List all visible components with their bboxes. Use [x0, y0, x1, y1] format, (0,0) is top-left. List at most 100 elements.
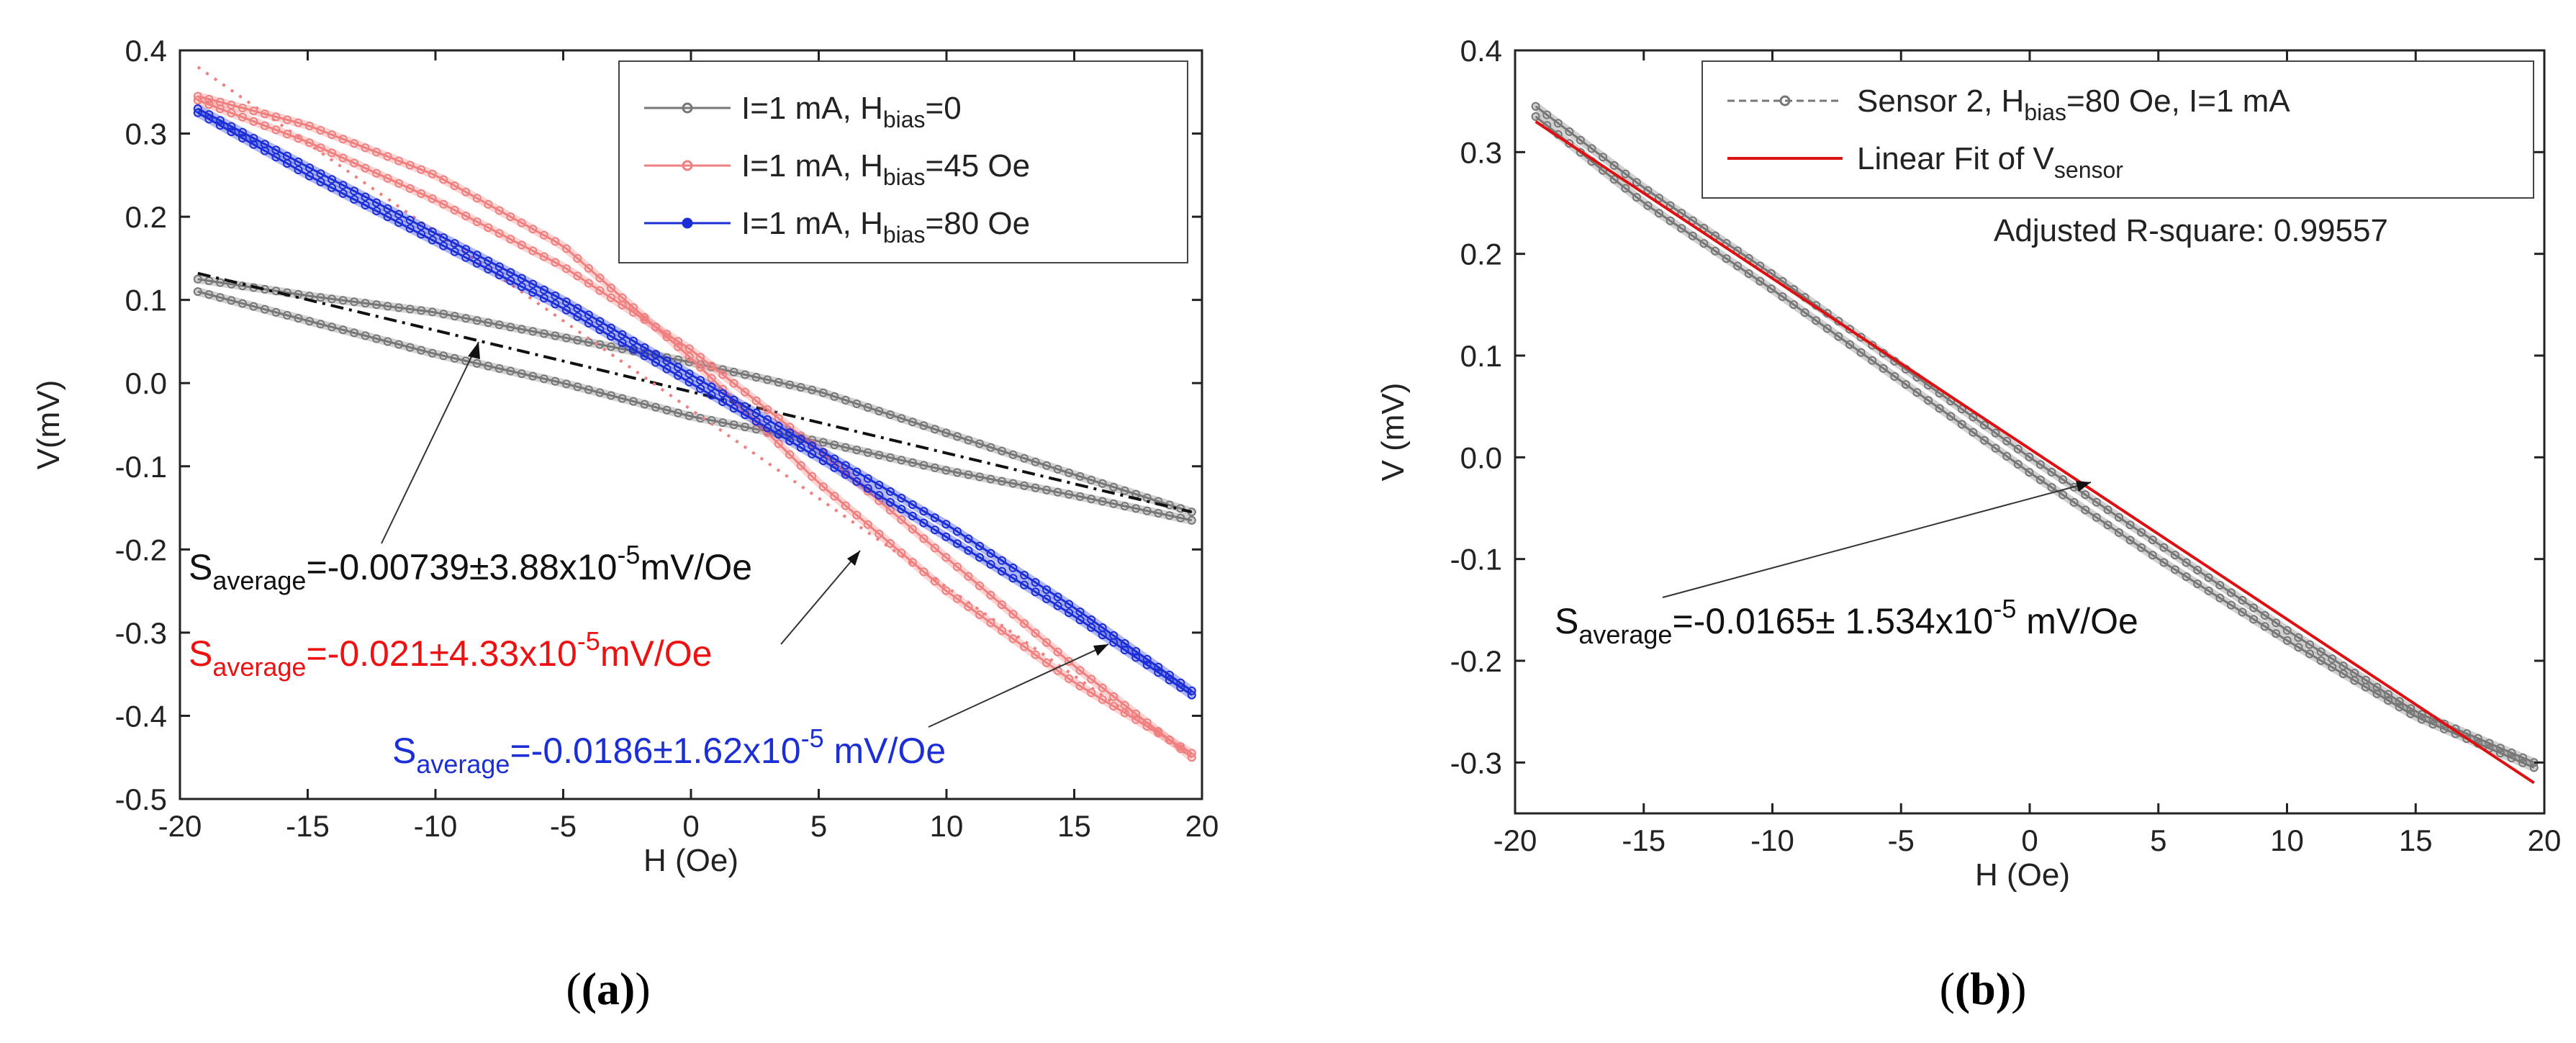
- data-point: [684, 411, 694, 420]
- data-point: [1109, 692, 1118, 701]
- data-point: [607, 293, 615, 302]
- data-point: [875, 491, 884, 500]
- x-tick-label: 20: [1185, 809, 1219, 843]
- y-tick-label: -0.1: [115, 450, 167, 484]
- data-point: [517, 325, 526, 334]
- data-point: [986, 560, 995, 569]
- data-point: [1020, 642, 1029, 651]
- arrow-b: [1662, 482, 2092, 598]
- data-point: [2215, 593, 2225, 602]
- data-point: [2092, 513, 2101, 522]
- data-point: [629, 345, 638, 354]
- data-point: [785, 428, 795, 438]
- y-tick-label: -0.2: [1450, 644, 1502, 678]
- data-point: [718, 397, 728, 407]
- data-point: [428, 235, 437, 245]
- data-point: [584, 279, 593, 288]
- data-point: [1087, 495, 1096, 504]
- data-point: [1042, 585, 1052, 595]
- data-point: [2294, 643, 2303, 652]
- data-point: [2035, 475, 2045, 484]
- data-point: [1065, 608, 1074, 618]
- fit-line: [196, 66, 1193, 759]
- data-point: [204, 290, 214, 299]
- data-point: [271, 112, 281, 122]
- data-point: [953, 594, 962, 603]
- y-tick-label: 0.1: [125, 284, 167, 317]
- data-point: [830, 441, 839, 450]
- x-tick-label: 0: [2021, 823, 2038, 857]
- data-point: [763, 415, 772, 424]
- data-point: [215, 121, 225, 130]
- series-line: [1535, 105, 2535, 764]
- data-point: [1868, 356, 1877, 365]
- data-point: [1031, 457, 1040, 466]
- data-point: [852, 467, 862, 477]
- data-point: [1187, 690, 1196, 700]
- data-point: [618, 293, 627, 302]
- data-point: [1120, 486, 1129, 495]
- y-tick-label: 0.1: [1460, 339, 1502, 373]
- data-point: [561, 379, 571, 389]
- data-point: [361, 143, 370, 153]
- data-point: [975, 472, 984, 482]
- data-point: [227, 127, 236, 137]
- data-point: [584, 385, 593, 394]
- data-point: [1120, 646, 1129, 654]
- data-point: [919, 534, 928, 543]
- data-point: [472, 258, 482, 268]
- data-point: [417, 221, 426, 230]
- series-line: [197, 290, 1193, 522]
- data-point: [975, 553, 984, 562]
- data-point: [1766, 284, 1776, 294]
- panel-a-legend-box: [618, 60, 1188, 263]
- data-point: [338, 325, 348, 335]
- data-point: [662, 356, 672, 366]
- data-point: [1576, 135, 1585, 145]
- data-point: [897, 515, 906, 524]
- data-point: [2395, 703, 2404, 712]
- data-point: [986, 548, 995, 558]
- data-point: [741, 410, 750, 420]
- data-point: [539, 294, 548, 303]
- data-point: [953, 527, 962, 536]
- data-point: [919, 461, 928, 470]
- data-point: [417, 346, 426, 355]
- data-point: [2182, 572, 2191, 582]
- data-point: [1912, 388, 1922, 397]
- data-point: [1109, 499, 1118, 508]
- data-point: [1789, 300, 1799, 310]
- data-point: [584, 319, 593, 328]
- data-point: [2238, 608, 2247, 617]
- series-line: [1535, 115, 2535, 769]
- data-point: [551, 331, 560, 340]
- data-point: [930, 463, 939, 472]
- data-point: [383, 152, 392, 161]
- data-point: [215, 97, 225, 107]
- data-point: [1542, 110, 1552, 119]
- data-point: [1031, 587, 1040, 597]
- data-point: [1075, 608, 1085, 616]
- panel-label-a: ((a)): [566, 963, 650, 1014]
- data-point: [461, 212, 471, 220]
- data-point: [830, 492, 839, 501]
- data-point: [785, 423, 795, 432]
- data-point: [494, 364, 504, 373]
- data-point: [204, 94, 214, 104]
- x-tick-label: -5: [550, 809, 577, 843]
- data-point: [1176, 683, 1185, 692]
- data-point: [930, 425, 939, 434]
- data-point: [1935, 404, 1944, 413]
- legend-entry-hbias-0: I=1 mA, Hbias=0: [644, 91, 962, 132]
- data-point: [2182, 558, 2191, 567]
- data-point: [2115, 513, 2123, 522]
- data-point: [361, 299, 370, 308]
- data-point: [1065, 468, 1074, 477]
- panel-a-x-ticks: -20 -15 -10 -5 0 5 10 15 20: [158, 50, 1219, 843]
- data-point: [283, 159, 292, 168]
- data-point: [1142, 722, 1152, 731]
- data-point: [607, 342, 615, 351]
- data-point: [204, 100, 214, 109]
- data-point: [1643, 201, 1653, 210]
- data-point: [729, 395, 738, 405]
